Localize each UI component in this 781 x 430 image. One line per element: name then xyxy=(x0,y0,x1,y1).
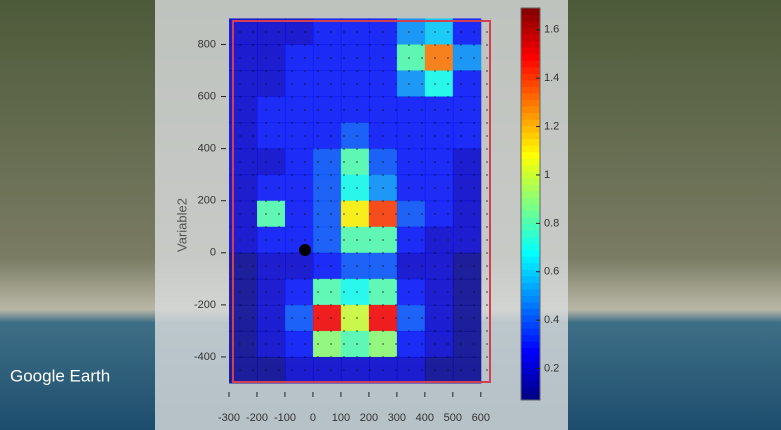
colorbar-step xyxy=(521,224,540,231)
colorbar-step xyxy=(521,393,540,400)
colorbar-step xyxy=(521,309,540,316)
sample-grid xyxy=(233,21,490,382)
map-view: Variable2 Google Earth -300 -200 -100 0 100 2… xyxy=(0,0,781,430)
colorbar-tick-label: 0.4 xyxy=(544,314,559,326)
colorbar-step xyxy=(521,145,540,152)
colorbar-step xyxy=(521,322,540,329)
colorbar-step xyxy=(521,28,540,35)
colorbar-step xyxy=(521,204,540,211)
x-tick-label: 500 xyxy=(444,412,462,424)
y-tick-label: 800 xyxy=(198,38,216,50)
colorbar-step xyxy=(521,237,540,244)
colorbar-step xyxy=(521,113,540,120)
colorbar-tick-label: 0.2 xyxy=(544,362,559,374)
colorbar-step xyxy=(521,315,540,322)
colorbar-step xyxy=(521,256,540,263)
colorbar-step xyxy=(521,60,540,67)
colorbar-step xyxy=(521,335,540,342)
colorbar-step xyxy=(521,211,540,218)
colorbar-step xyxy=(521,250,540,257)
colorbar-tick-label: 1.4 xyxy=(544,72,559,84)
colorbar-step xyxy=(521,21,540,28)
y-tick-label: 600 xyxy=(198,90,216,102)
x-tick-label: 100 xyxy=(332,412,350,424)
colorbar-step xyxy=(521,263,540,270)
colorbar-step xyxy=(521,191,540,198)
colorbar-step xyxy=(521,341,540,348)
colorbar-step xyxy=(521,152,540,159)
colorbar-step xyxy=(521,276,540,283)
colorbar-step xyxy=(521,47,540,54)
colorbar-step xyxy=(521,282,540,289)
colorbar-step xyxy=(521,41,540,48)
x-tick-label: 400 xyxy=(416,412,434,424)
x-tick-label: 300 xyxy=(388,412,406,424)
colorbar-tick-label: 0.8 xyxy=(544,217,559,229)
x-tick-label: -100 xyxy=(274,412,296,424)
colorbar-step xyxy=(521,106,540,113)
x-tick-label: -200 xyxy=(246,412,268,424)
colorbar-step xyxy=(521,197,540,204)
colorbar-tick-label: 1 xyxy=(544,169,550,181)
y-tick-label: 200 xyxy=(198,195,216,207)
y-tick-label: 0 xyxy=(210,247,216,259)
colorbar-step xyxy=(521,86,540,93)
colorbar-step xyxy=(521,132,540,139)
location-marker xyxy=(299,244,311,256)
colorbar-step xyxy=(521,54,540,61)
y-tick-label: -200 xyxy=(194,299,216,311)
colorbar-step xyxy=(521,93,540,100)
colorbar-step xyxy=(521,328,540,335)
colorbar-step xyxy=(521,8,540,15)
colorbar-step xyxy=(521,295,540,302)
y-tick-label: 400 xyxy=(198,143,216,155)
colorbar-step xyxy=(521,269,540,276)
x-tick-label: -300 xyxy=(218,412,240,424)
colorbar-step xyxy=(521,348,540,355)
colorbar-step xyxy=(521,34,540,41)
colorbar-step xyxy=(521,354,540,361)
colorbar-step xyxy=(521,15,540,22)
brand-watermark: Google Earth xyxy=(10,366,110,385)
colorbar-step xyxy=(521,178,540,185)
colorbar-step xyxy=(521,80,540,87)
colorbar-step xyxy=(521,302,540,309)
colorbar-step xyxy=(521,184,540,191)
colorbar-step xyxy=(521,380,540,387)
y-axis-label: Variable2 xyxy=(174,198,189,252)
colorbar-step xyxy=(521,387,540,394)
colorbar-tick-label: 1.2 xyxy=(544,120,559,132)
colorbar-step xyxy=(521,119,540,126)
colorbar-tick-label: 1.6 xyxy=(544,24,559,36)
x-tick-label: 200 xyxy=(360,412,378,424)
colorbar-step xyxy=(521,289,540,296)
colorbar-step xyxy=(521,361,540,368)
colorbar-step xyxy=(521,243,540,250)
colorbar-step xyxy=(521,230,540,237)
colorbar-step xyxy=(521,99,540,106)
colorbar-step xyxy=(521,139,540,146)
colorbar-step xyxy=(521,73,540,80)
colorbar-step xyxy=(521,158,540,165)
x-tick-label: 0 xyxy=(310,412,316,424)
y-tick-label: -400 xyxy=(194,351,216,363)
colorbar-step xyxy=(521,165,540,172)
colorbar-step xyxy=(521,67,540,74)
colorbar-step xyxy=(521,374,540,381)
colorbar-tick-label: 0.6 xyxy=(544,266,559,278)
screenshot: Variable2 Google Earth -300 -200 -100 0 100 2… xyxy=(0,0,781,430)
x-tick-label: 600 xyxy=(472,412,490,424)
